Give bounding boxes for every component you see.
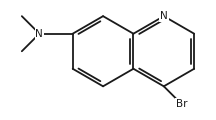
Text: N: N <box>35 29 43 39</box>
Text: N: N <box>160 11 168 21</box>
Text: Br: Br <box>176 99 187 109</box>
